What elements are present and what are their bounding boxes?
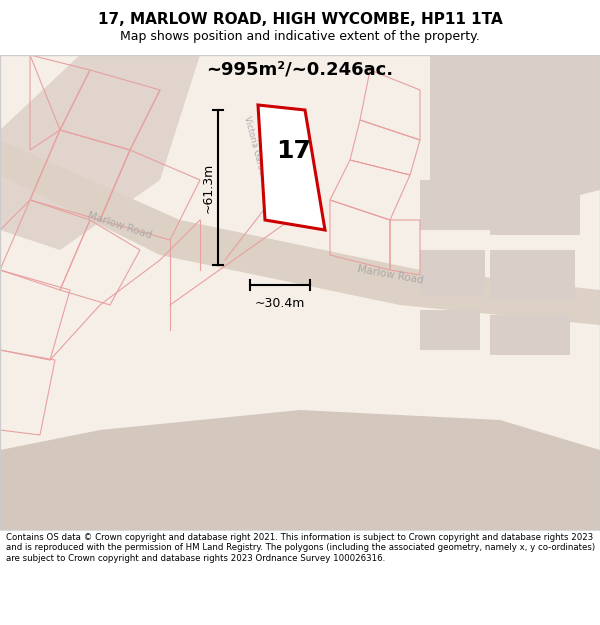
Text: Victoria Gardens: Victoria Gardens — [242, 115, 268, 185]
Polygon shape — [0, 55, 200, 250]
Polygon shape — [430, 55, 600, 210]
Text: ~61.3m: ~61.3m — [202, 162, 215, 212]
Text: Map shows position and indicative extent of the property.: Map shows position and indicative extent… — [120, 30, 480, 43]
Bar — [420, 310, 480, 350]
Text: ~995m²/~0.246ac.: ~995m²/~0.246ac. — [206, 61, 394, 79]
Polygon shape — [258, 105, 325, 230]
Bar — [420, 250, 485, 295]
Bar — [490, 180, 580, 235]
Text: Marlow Road: Marlow Road — [87, 210, 153, 240]
Polygon shape — [0, 140, 600, 325]
Bar — [490, 315, 570, 355]
Text: 17: 17 — [276, 139, 311, 163]
Text: ~30.4m: ~30.4m — [255, 297, 305, 310]
Text: Marlow Road: Marlow Road — [356, 264, 424, 286]
Text: 17, MARLOW ROAD, HIGH WYCOMBE, HP11 1TA: 17, MARLOW ROAD, HIGH WYCOMBE, HP11 1TA — [98, 12, 502, 27]
Polygon shape — [0, 410, 600, 530]
Bar — [420, 180, 490, 230]
Text: Contains OS data © Crown copyright and database right 2021. This information is : Contains OS data © Crown copyright and d… — [6, 533, 595, 562]
Bar — [490, 250, 575, 300]
